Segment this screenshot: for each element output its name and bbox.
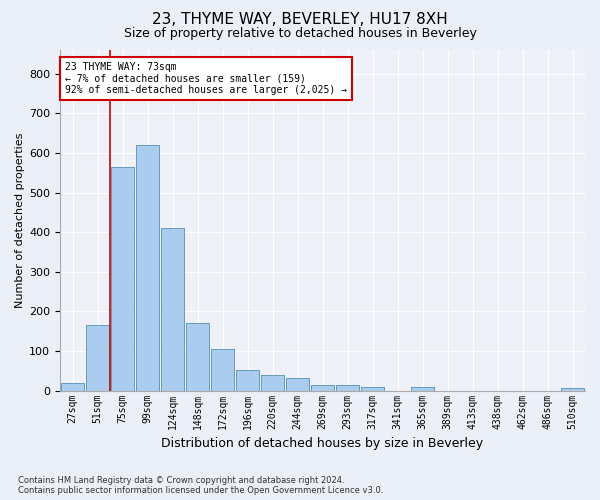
Bar: [335, 384, 359, 390]
Bar: [410, 388, 434, 390]
Bar: [185, 324, 209, 390]
Text: Size of property relative to detached houses in Beverley: Size of property relative to detached ho…: [124, 28, 476, 40]
Bar: [236, 370, 259, 390]
Bar: [211, 349, 235, 391]
Bar: [286, 378, 310, 390]
Bar: [61, 382, 85, 390]
Text: 23 THYME WAY: 73sqm
← 7% of detached houses are smaller (159)
92% of semi-detach: 23 THYME WAY: 73sqm ← 7% of detached hou…: [65, 62, 347, 95]
Bar: [361, 386, 385, 390]
Bar: [560, 388, 584, 390]
Bar: [136, 145, 160, 390]
Bar: [260, 375, 284, 390]
Y-axis label: Number of detached properties: Number of detached properties: [15, 132, 25, 308]
Text: Contains HM Land Registry data © Crown copyright and database right 2024.: Contains HM Land Registry data © Crown c…: [18, 476, 344, 485]
Bar: [110, 167, 134, 390]
X-axis label: Distribution of detached houses by size in Beverley: Distribution of detached houses by size …: [161, 437, 484, 450]
Text: 23, THYME WAY, BEVERLEY, HU17 8XH: 23, THYME WAY, BEVERLEY, HU17 8XH: [152, 12, 448, 28]
Bar: [161, 228, 184, 390]
Bar: [86, 326, 109, 390]
Bar: [311, 384, 334, 390]
Text: Contains public sector information licensed under the Open Government Licence v3: Contains public sector information licen…: [18, 486, 383, 495]
